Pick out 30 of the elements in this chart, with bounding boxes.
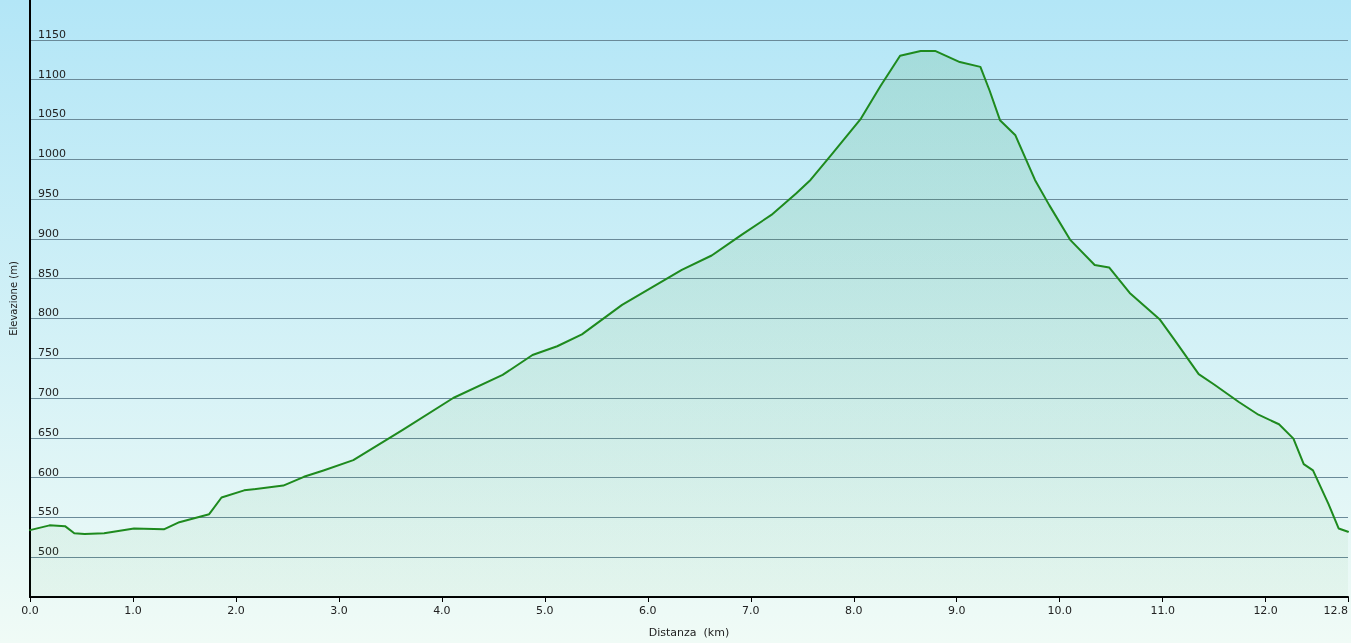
y-tick-label: 500 xyxy=(38,545,59,559)
y-tick-label: 900 xyxy=(38,226,59,240)
y-axis-title: Elevazione (m) xyxy=(7,261,19,336)
x-tick-label: 5.0 xyxy=(536,604,554,617)
x-tick-label: 12.8 xyxy=(1323,604,1348,617)
y-tick-label: 600 xyxy=(38,465,59,479)
x-tick-label: 10.0 xyxy=(1047,604,1072,617)
y-tick-label: 1150 xyxy=(38,27,66,41)
x-tick-label: 2.0 xyxy=(227,604,245,617)
x-tick-label: 9.0 xyxy=(947,604,966,617)
x-tick-label: 11.0 xyxy=(1150,604,1175,617)
y-tick-label: 550 xyxy=(38,505,59,519)
y-tick-label: 950 xyxy=(38,187,59,200)
x-tick-label: 8.0 xyxy=(845,604,863,617)
x-tick-label: 4.0 xyxy=(433,604,451,617)
x-tick-label: 1.0 xyxy=(124,604,142,617)
y-tick-label: 650 xyxy=(38,425,59,439)
y-tick-label: 1000 xyxy=(38,147,66,161)
y-tick-label: 1050 xyxy=(38,107,66,121)
x-axis-title: Distanza (km) xyxy=(648,626,730,639)
x-tick-label: 3.0 xyxy=(330,604,348,617)
x-tick-label: 7.0 xyxy=(742,604,760,617)
y-tick-label: 750 xyxy=(38,346,59,360)
y-tick-label: 1100 xyxy=(38,67,66,81)
x-tick-label: 6.0 xyxy=(639,604,657,617)
y-tick-label: 850 xyxy=(38,266,59,280)
x-tick-label: 0.0 xyxy=(21,604,39,617)
y-tick-label: 700 xyxy=(38,386,59,399)
y-tick-label: 800 xyxy=(38,306,59,320)
x-tick-label: 12.0 xyxy=(1253,604,1278,617)
